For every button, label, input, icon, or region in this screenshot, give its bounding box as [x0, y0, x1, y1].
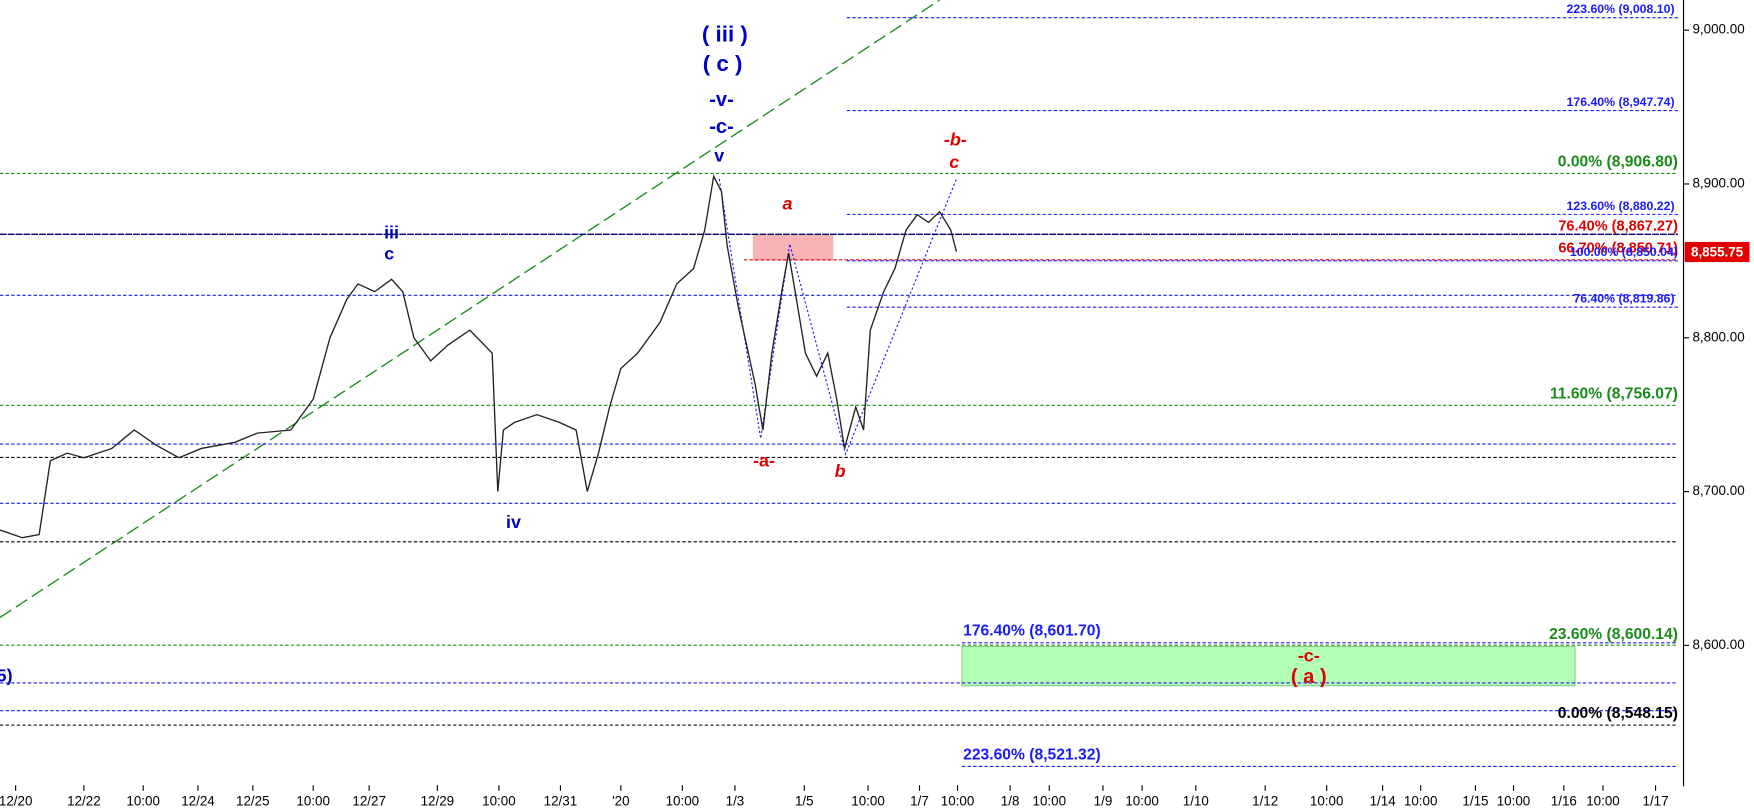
x-tick-label: 10:00: [1404, 794, 1438, 809]
level-label: 123.60% (8,880.22): [1567, 199, 1675, 213]
x-tick-label: 10:00: [296, 794, 330, 809]
x-tick-label: 1/10: [1183, 794, 1209, 809]
last-price-box: [1684, 241, 1750, 263]
wave-label: iii: [384, 223, 399, 243]
level-label: 23.60% (8,600.14): [1549, 626, 1678, 643]
x-tick-label: 10:00: [126, 794, 160, 809]
level-label: 223.60% (9,008.10): [1567, 2, 1675, 16]
x-tick-label: 1/12: [1252, 794, 1278, 809]
x-tick-label: 10:00: [1497, 794, 1531, 809]
level-label: 76.40% (8,819.86): [1573, 292, 1674, 306]
target-zone: [961, 646, 1576, 687]
x-tick-label: 10:00: [482, 794, 516, 809]
x-tick-label: 10:00: [1310, 794, 1344, 809]
wave-label: ( iii ): [702, 22, 748, 47]
wave-label: ( a ): [1291, 666, 1327, 688]
x-tick-label: 12/24: [181, 794, 215, 809]
x-tick-label: 10:00: [1032, 794, 1066, 809]
x-tick-label: 1/15: [1462, 794, 1488, 809]
level-label: 66.70% (8,850.71): [1558, 240, 1678, 256]
level-label: 100.00% (8,850.04): [1570, 245, 1678, 259]
x-tick-label: 1/17: [1643, 794, 1669, 809]
x-tick-label: 10:00: [1125, 794, 1159, 809]
wave-lines: [718, 178, 957, 456]
x-tick-label: 12/25: [236, 794, 270, 809]
wave-label: -c-: [1298, 645, 1320, 665]
wave-label: -b-: [944, 130, 967, 150]
last-price-label: 8,855.75: [1691, 245, 1744, 260]
y-tick-label: 8,900.00: [1692, 176, 1744, 191]
level-label: 176.40% (8,601.70): [963, 623, 1101, 640]
x-tick-label: 10:00: [1586, 794, 1620, 809]
x-tick-label: 12/20: [0, 794, 32, 809]
x-tick-label: 1/5: [795, 794, 814, 809]
level-label: 11.60% (8,756.07): [1550, 385, 1678, 402]
trend-line: [0, 0, 941, 619]
wave-label: -a-: [753, 451, 775, 471]
y-tick-label: 8,800.00: [1692, 329, 1744, 344]
x-tick-label: 12/29: [421, 794, 455, 809]
x-tick-label: 10:00: [941, 794, 975, 809]
x-tick-label: 10:00: [666, 794, 700, 809]
x-tick-label: 12/31: [544, 794, 578, 809]
y-tick-label: 8,700.00: [1692, 483, 1744, 498]
x-tick-label: 1/16: [1551, 794, 1577, 809]
level-label: 0.00% (8,548.15): [1558, 705, 1678, 722]
level-label: 176.40% (8,947.74): [1567, 95, 1675, 109]
x-tick-label: 1/14: [1370, 794, 1397, 809]
x-tick-label: 1/7: [910, 794, 929, 809]
wave-label: c: [949, 152, 959, 172]
x-tick-label: 10:00: [851, 794, 885, 809]
wave-label: a: [783, 193, 793, 213]
wave-label: 5): [0, 665, 13, 685]
x-tick-label: '20: [612, 794, 629, 809]
y-tick-label: 9,000.00: [1692, 22, 1744, 37]
x-tick-label: 1/3: [726, 794, 745, 809]
resistance-zone: [752, 234, 834, 261]
x-tick-label: 12/22: [67, 794, 101, 809]
wave-label: -v-: [709, 89, 734, 111]
price-line: [0, 174, 958, 539]
level-label: 76.40% (8,867.27): [1558, 218, 1678, 234]
x-tick-label: 12/27: [352, 794, 386, 809]
wave-label: c: [384, 244, 394, 264]
level-label: 0.00% (8,906.80): [1558, 153, 1678, 170]
wave-label: -c-: [709, 116, 734, 138]
wave-label: iv: [506, 512, 521, 532]
wave-label: b: [835, 461, 846, 481]
level-label: 223.60% (8,521.32): [963, 746, 1101, 763]
wave-label: v: [714, 145, 724, 165]
x-tick-label: 1/9: [1094, 794, 1113, 809]
wave-label: ( c ): [703, 51, 743, 76]
x-tick-label: 1/8: [1001, 794, 1020, 809]
y-tick-label: 8,600.00: [1692, 637, 1744, 652]
